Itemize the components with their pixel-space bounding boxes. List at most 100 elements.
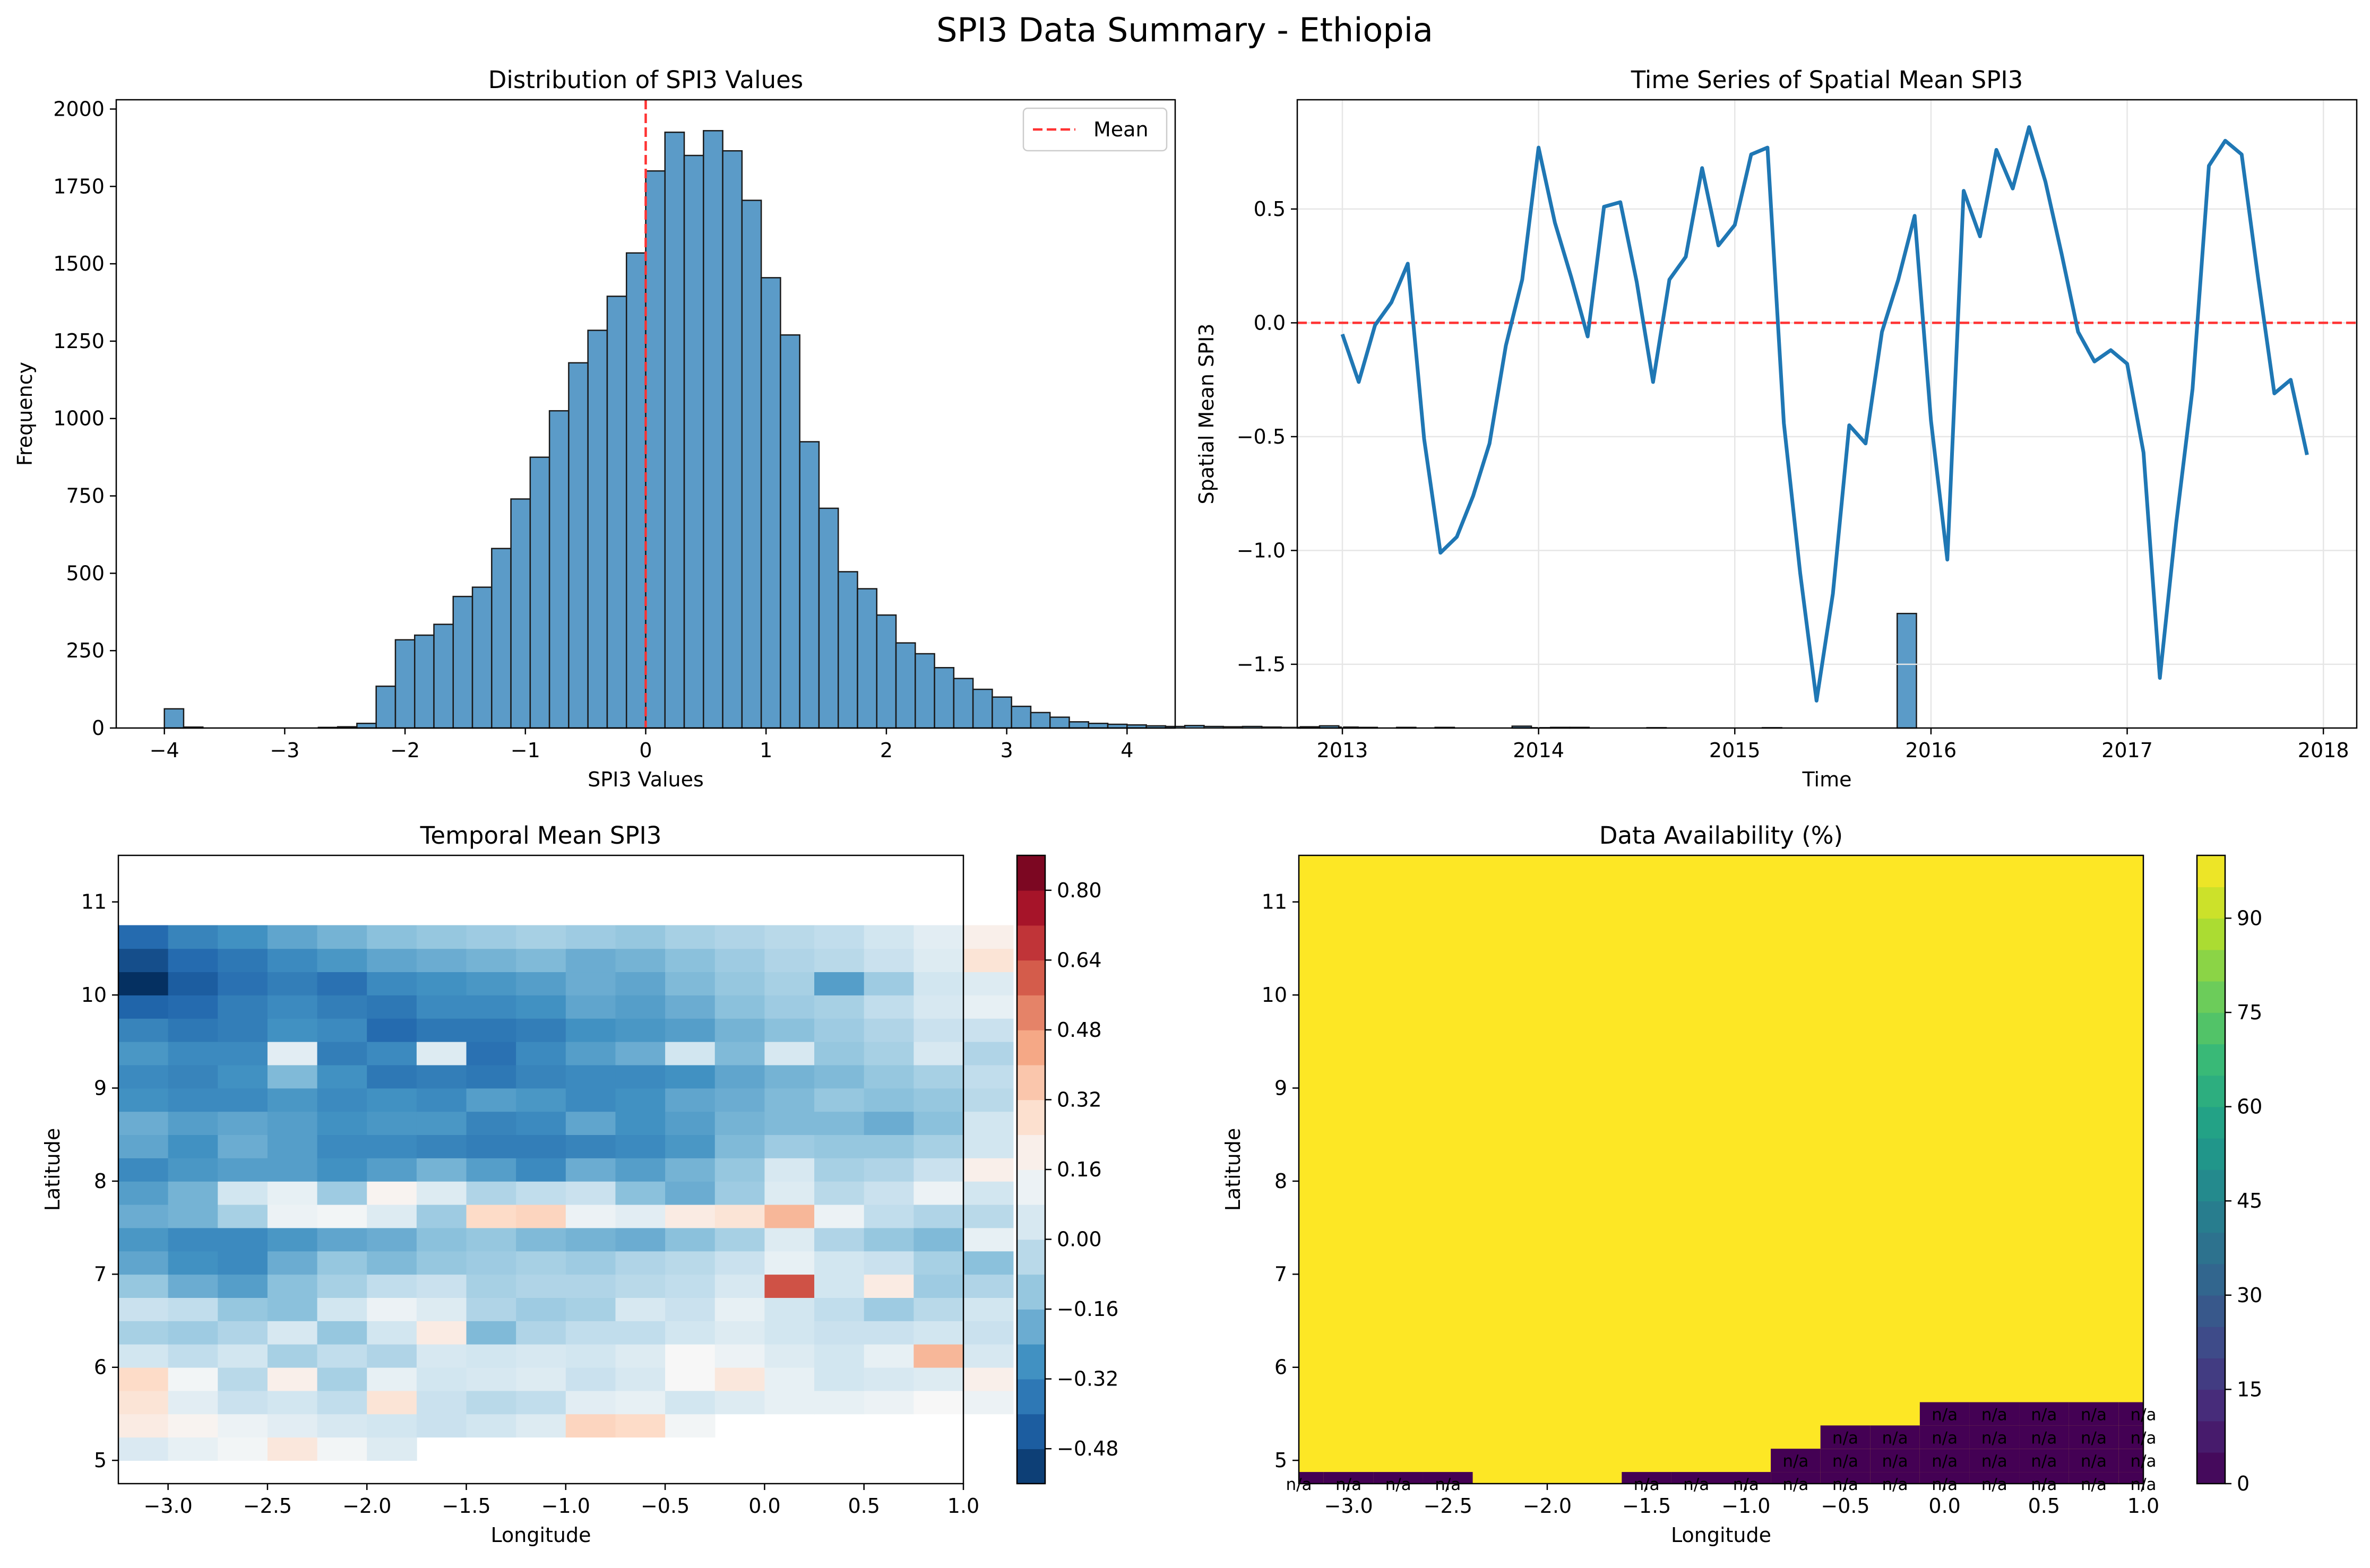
temporal-mean-cell — [516, 1414, 566, 1438]
temporal-mean-cell — [714, 1344, 765, 1368]
temporal-mean-cell — [367, 1158, 417, 1182]
temporal-mean-cell — [317, 948, 368, 973]
temporal-mean-cell — [168, 1390, 219, 1415]
temporal-mean-cell — [864, 1181, 915, 1205]
timeseries-panel: 2013 2014 2015 2016 2017 2018 −1.5 −1.0 −0.5 0.0 0… — [1195, 66, 2358, 791]
availability-panel: n/a n/a n/a n/a n/a n/a n/a n/a n/a n/a n/a n/a n/a n… — [1221, 821, 2262, 1547]
temporal-mean-cell — [267, 1088, 318, 1112]
availability-missing-cell — [1870, 1472, 1920, 1484]
temporal-mean-cell — [317, 1390, 368, 1415]
temporal-mean-cell — [416, 1158, 467, 1182]
temporal-mean-cell — [615, 1018, 666, 1042]
temporal-mean-cell — [118, 1111, 169, 1136]
temporal-mean-cell — [615, 1344, 666, 1368]
temporal-mean-cell — [218, 948, 268, 973]
histogram-bar — [972, 688, 993, 729]
temporal-mean-cell — [615, 1414, 666, 1438]
temporal-mean-cell — [565, 1344, 616, 1368]
availability-xtick-label: −1.5 — [1622, 1494, 1671, 1518]
temporal-mean-cell — [416, 1274, 467, 1298]
temporal-mean-cell — [913, 1088, 964, 1112]
temporal-mean-cell — [963, 1297, 1014, 1321]
temporal-mean-cell — [615, 1181, 666, 1205]
temporal-mean-cell — [814, 1274, 865, 1298]
temporal-mean-cell — [317, 1088, 368, 1112]
temporal-mean-cell — [267, 1274, 318, 1298]
histogram-bar — [895, 642, 916, 729]
ts-ytick-label: −1.0 — [1237, 539, 1286, 562]
temporal-mean-cell — [466, 925, 516, 949]
temporal-mean-cell — [317, 1134, 368, 1158]
temporal-mean-cell — [267, 1437, 318, 1461]
availability-missing-cell — [2118, 1402, 2143, 1426]
temporal-mean-cell — [764, 948, 815, 973]
temporal-mean-cell — [565, 1321, 616, 1345]
histogram-bar — [163, 708, 185, 729]
temporal-mean-cell — [416, 1321, 467, 1345]
temporal-mean-cell — [466, 1088, 516, 1112]
temporal-mean-cell — [714, 995, 765, 1019]
temporal-mean-cell — [913, 1204, 964, 1228]
temporal-mean-cell — [168, 1158, 219, 1182]
temporal-mean-cell — [814, 1227, 865, 1252]
temporal-mean-cell — [963, 1134, 1014, 1158]
temporal-mean-cell — [913, 995, 964, 1019]
temporal-mean-cell — [764, 1274, 815, 1298]
temporal-mean-cell — [516, 1158, 566, 1182]
availability-colorbar-frame — [2196, 854, 2226, 1485]
temporal-mean-cell — [665, 1018, 716, 1042]
histogram-bar — [837, 571, 858, 729]
availability-missing-cell — [1299, 1472, 1324, 1484]
temporal-mean-colorbar-band — [1017, 855, 1045, 891]
availability-colorbar-band — [2197, 1169, 2225, 1201]
histogram-ytick-label: 1250 — [53, 330, 105, 353]
histogram-ytick-label: 1000 — [53, 407, 105, 430]
availability-xlabel: Longitude — [1671, 1523, 1771, 1547]
temporal-mean-cell — [565, 1088, 616, 1112]
temporal-mean-cell — [714, 948, 765, 973]
histogram-xtick-label: −1 — [511, 739, 540, 762]
temporal-mean-cell — [317, 1297, 368, 1321]
availability-ylabel: Latitude — [1221, 1128, 1245, 1211]
temporal-mean-cell — [416, 1227, 467, 1252]
histogram-ytick-label: 500 — [66, 561, 105, 585]
temporal-mean-cell — [565, 1018, 616, 1042]
temporal-mean-cell — [367, 1018, 417, 1042]
temporal-mean-cell — [963, 1367, 1014, 1391]
availability-missing-cell — [1423, 1472, 1473, 1484]
missing-data-label: n/a — [1385, 1475, 1411, 1494]
temporal-mean-cell — [367, 1227, 417, 1252]
temporal-mean-cell — [118, 948, 169, 973]
temporal-mean-cell — [665, 1111, 716, 1136]
temporal-mean-cell — [416, 1367, 467, 1391]
temporal-mean-cell — [714, 1018, 765, 1042]
availability-ytick-label: 5 — [1274, 1449, 1287, 1472]
availability-colorbar-label: 45 — [2237, 1189, 2262, 1212]
temporal-mean-cell — [963, 1111, 1014, 1136]
temporal-mean-colorbar-band — [1017, 1064, 1045, 1101]
histogram-ytick-label: 0 — [92, 716, 105, 740]
temporal-mean-cell — [317, 1204, 368, 1228]
missing-data-label: n/a — [1932, 1405, 1958, 1424]
temporal-mean-cell — [864, 1064, 915, 1089]
temporal-mean-colorbar-label: 0.48 — [1057, 1018, 1102, 1042]
temporal-mean-colorbar-band — [1017, 1274, 1045, 1310]
temporal-mean-xtick-label: −2.0 — [342, 1494, 391, 1518]
temporal-mean-cell — [317, 1111, 368, 1136]
temporal-mean-xtick-label: 1.0 — [947, 1494, 979, 1518]
temporal-mean-cell — [615, 925, 666, 949]
temporal-mean-cell — [764, 1251, 815, 1275]
temporal-mean-cell — [764, 1111, 815, 1136]
temporal-mean-colorbar-band — [1017, 1099, 1045, 1136]
availability-missing-cell — [2069, 1402, 2119, 1426]
missing-data-label: n/a — [1932, 1428, 1958, 1448]
availability-missing-cell — [2069, 1449, 2119, 1472]
temporal-mean-cell — [516, 1321, 566, 1345]
histogram-bar — [375, 686, 397, 729]
temporal-mean-cell — [665, 1041, 716, 1065]
temporal-mean-cell — [367, 1367, 417, 1391]
temporal-mean-cell — [416, 1344, 467, 1368]
temporal-mean-cell — [466, 1274, 516, 1298]
histogram-bar — [1896, 612, 1917, 729]
